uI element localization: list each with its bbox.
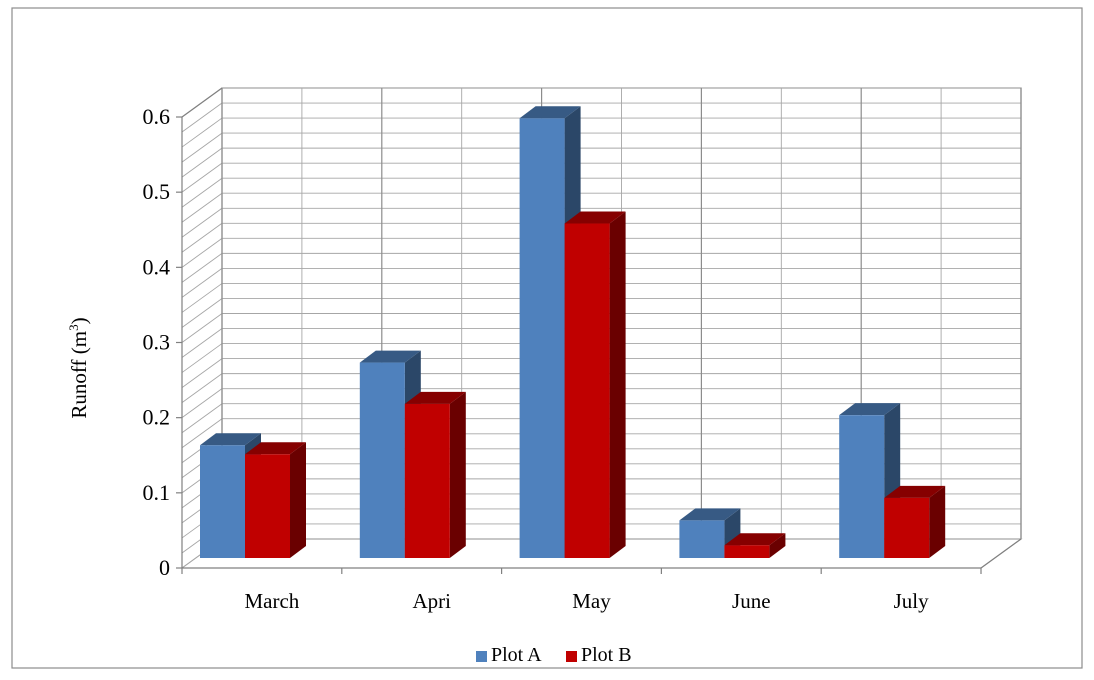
side-wall-gridline — [181, 147, 223, 178]
y-tick-label: 0.1 — [143, 480, 171, 505]
side-wall-gridline — [181, 132, 223, 163]
y-tick-label: 0.5 — [143, 179, 171, 204]
bar-top-face — [359, 350, 421, 363]
legend-swatch-plot-a — [476, 651, 487, 662]
bar-plot-a — [839, 403, 901, 558]
side-wall-gridline — [181, 207, 223, 238]
bar-top-face — [564, 211, 626, 224]
side-wall-gridline — [181, 343, 223, 373]
y-axis-label-superscript: 3 — [66, 324, 81, 331]
bar-top-face — [724, 533, 786, 546]
bar-side-face — [929, 485, 946, 558]
bar-front-face — [679, 520, 725, 558]
bar-front-face — [200, 445, 245, 558]
x-tick-label: March — [244, 589, 299, 613]
x-tick-label: May — [572, 589, 611, 613]
bar-top-face — [679, 508, 741, 521]
bar-plot-b — [564, 211, 626, 558]
bar-plot-a — [679, 508, 741, 558]
side-wall-gridline — [181, 253, 223, 283]
side-wall-gridline — [181, 298, 223, 328]
x-tick-label: July — [894, 589, 930, 613]
x-tick-label: Apri — [412, 589, 451, 613]
side-wall-gridline — [181, 162, 223, 193]
side-wall-gridline — [181, 237, 223, 268]
bar-front-face — [564, 223, 610, 558]
legend: Plot A Plot B — [476, 644, 632, 666]
side-wall-gridline — [181, 358, 223, 388]
side-wall-gridline — [181, 313, 223, 343]
x-tick-label: June — [732, 589, 771, 613]
bar-top-face — [200, 433, 261, 446]
side-wall-top-edge — [181, 87, 223, 118]
side-wall-gridline — [181, 328, 223, 358]
bar-side-face — [609, 211, 626, 558]
axis-layer — [176, 87, 1022, 574]
bar-layer — [200, 106, 946, 559]
y-tick-label: 0.4 — [143, 254, 171, 279]
bar-plot-b — [404, 391, 466, 558]
side-wall-gridline — [181, 418, 223, 449]
side-wall-gridline — [181, 117, 223, 148]
side-wall-gridline — [181, 222, 223, 253]
bar-plot-b — [884, 485, 946, 558]
legend-label-plot-a: Plot A — [491, 644, 542, 666]
bar-top-face — [245, 442, 306, 455]
side-wall-gridline — [181, 177, 223, 208]
legend-swatch-plot-b — [566, 651, 577, 662]
floor-right-edge — [980, 538, 1022, 569]
bar-side-face — [449, 391, 466, 558]
bar-front-face — [724, 545, 770, 558]
y-axis-label: Runoff (m3) — [66, 317, 91, 418]
bar-top-face — [884, 485, 946, 498]
bar-top-face — [519, 106, 581, 119]
bar-front-face — [359, 362, 405, 558]
side-wall-gridline — [181, 403, 223, 434]
label-layer: 0 0.1 0.2 0.3 0.4 0.5 0.6 March Apri May June July — [143, 104, 930, 613]
side-wall-gridline — [181, 268, 223, 298]
side-wall-gridline — [181, 388, 223, 419]
y-tick-label: 0.6 — [143, 104, 171, 129]
bar-front-face — [884, 497, 930, 558]
y-tick-label: 0 — [159, 555, 170, 580]
side-wall-gridline — [181, 283, 223, 313]
bar-front-face — [245, 454, 290, 558]
bar-front-face — [404, 403, 450, 558]
side-wall-gridline — [181, 373, 223, 403]
legend-label-plot-b: Plot B — [581, 644, 632, 666]
bar-side-face — [290, 442, 306, 558]
y-tick-label: 0.3 — [143, 330, 171, 355]
bar-front-face — [519, 118, 565, 559]
bar-side-face — [769, 533, 786, 558]
side-wall-gridline — [181, 192, 223, 223]
bar-plot-b — [724, 533, 786, 558]
bar-front-face — [839, 415, 885, 558]
bar-top-face — [404, 391, 466, 404]
y-tick-label: 0.2 — [143, 405, 171, 430]
y-axis-label-suffix: ) — [67, 317, 91, 324]
bar-top-face — [839, 403, 901, 416]
side-wall-gridline — [181, 102, 223, 133]
bar-plot-b — [245, 442, 306, 558]
